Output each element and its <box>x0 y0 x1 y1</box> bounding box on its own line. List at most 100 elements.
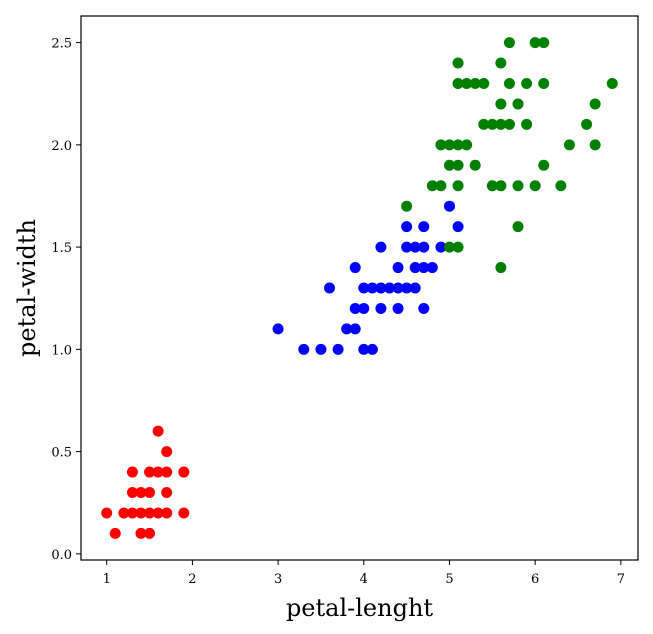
data-point <box>178 466 190 478</box>
data-point <box>144 527 156 539</box>
x-tick-label: 1 <box>103 572 111 587</box>
data-point <box>178 507 190 519</box>
data-point <box>126 487 138 499</box>
data-point <box>495 98 507 110</box>
data-point <box>349 262 361 274</box>
data-point <box>538 159 550 171</box>
data-point <box>332 343 344 355</box>
data-point <box>555 180 567 192</box>
data-point <box>495 262 507 274</box>
data-point <box>435 180 447 192</box>
data-point <box>401 200 413 212</box>
x-tick-label: 7 <box>617 572 625 587</box>
x-axis: 1 2 3 4 5 6 7 <box>103 560 625 587</box>
y-tick-label: 1.0 <box>51 343 72 358</box>
data-point <box>392 302 404 314</box>
data-point <box>126 466 138 478</box>
data-point <box>538 77 550 89</box>
data-point <box>409 262 421 274</box>
data-point <box>409 241 421 253</box>
data-point <box>324 282 336 294</box>
x-tick-label: 4 <box>360 572 368 587</box>
series-2 <box>272 200 464 355</box>
data-point <box>426 262 438 274</box>
data-point <box>401 221 413 233</box>
data-point <box>341 323 353 335</box>
data-point <box>272 323 284 335</box>
data-point <box>366 282 378 294</box>
data-point <box>418 302 430 314</box>
data-point <box>401 241 413 253</box>
data-point <box>452 221 464 233</box>
data-point <box>392 262 404 274</box>
data-point <box>392 282 404 294</box>
data-point <box>443 139 455 151</box>
y-tick-label: 1.5 <box>51 241 72 256</box>
data-point <box>512 98 524 110</box>
data-point <box>383 282 395 294</box>
data-point <box>375 241 387 253</box>
data-point <box>443 159 455 171</box>
y-axis: 0.0 0.5 1.0 1.5 2.0 2.5 <box>51 37 81 563</box>
data-point <box>478 118 490 130</box>
data-point <box>152 507 164 519</box>
data-point <box>101 507 113 519</box>
data-point <box>144 466 156 478</box>
data-point <box>503 118 515 130</box>
y-tick-label: 0.5 <box>51 446 72 461</box>
data-point <box>152 425 164 437</box>
data-point <box>135 487 147 499</box>
data-point <box>349 302 361 314</box>
data-point <box>521 77 533 89</box>
data-point <box>358 302 370 314</box>
data-point <box>503 37 515 49</box>
y-axis-title: petal-width <box>13 219 41 357</box>
data-point <box>161 487 173 499</box>
data-point <box>358 343 370 355</box>
data-point <box>418 241 430 253</box>
data-point <box>366 343 378 355</box>
data-point <box>418 221 430 233</box>
series-1 <box>101 425 190 539</box>
data-point <box>161 507 173 519</box>
plot-frame <box>80 15 639 561</box>
data-point <box>581 118 593 130</box>
data-point <box>435 139 447 151</box>
data-point <box>426 180 438 192</box>
data-point <box>298 343 310 355</box>
data-point <box>486 180 498 192</box>
x-tick-label: 6 <box>531 572 539 587</box>
data-point <box>375 302 387 314</box>
data-point <box>486 118 498 130</box>
data-point <box>315 343 327 355</box>
data-point <box>401 282 413 294</box>
data-point <box>126 507 138 519</box>
data-point <box>452 159 464 171</box>
data-point <box>512 180 524 192</box>
data-point <box>109 527 121 539</box>
data-point <box>461 139 473 151</box>
data-point <box>452 77 464 89</box>
data-point <box>538 37 550 49</box>
data-point <box>461 77 473 89</box>
y-tick-label: 2.0 <box>51 139 72 154</box>
data-point <box>512 221 524 233</box>
x-tick-label: 3 <box>274 572 282 587</box>
data-point <box>478 77 490 89</box>
data-point <box>495 57 507 69</box>
data-point <box>144 507 156 519</box>
data-point <box>469 159 481 171</box>
data-point <box>529 180 541 192</box>
data-point <box>589 139 601 151</box>
data-point <box>495 118 507 130</box>
data-point <box>409 282 421 294</box>
data-point <box>563 139 575 151</box>
data-point <box>135 527 147 539</box>
data-point <box>606 77 618 89</box>
x-axis-title: petal-lenght <box>286 594 433 622</box>
data-point <box>161 466 173 478</box>
data-point <box>152 466 164 478</box>
data-point <box>349 323 361 335</box>
data-point <box>452 139 464 151</box>
